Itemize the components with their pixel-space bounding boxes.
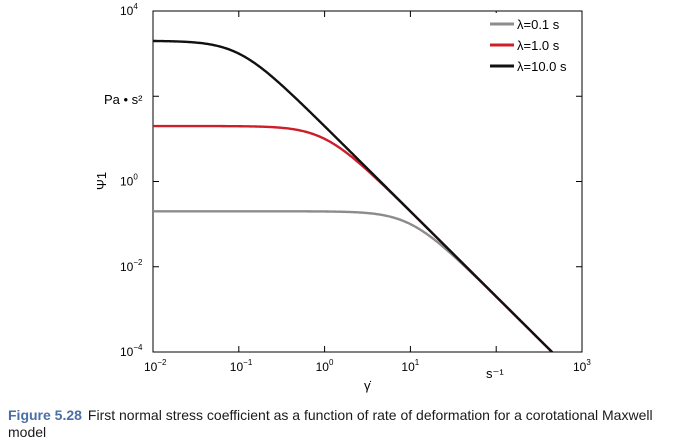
x-axis-unit: s⁻¹ [486, 366, 504, 381]
legend-label-0: λ=0.1 s [517, 17, 560, 32]
y-axis-unit: Pa • s² [104, 92, 143, 107]
series-line-0 [153, 210, 554, 352]
y-tick-label: 104 [120, 2, 138, 18]
x-axis-label: γ̇ [364, 378, 372, 393]
x-tick-label: 103 [573, 358, 591, 374]
y-tick-label: 100 [120, 173, 138, 189]
x-tick-label: 10−1 [230, 358, 253, 374]
series-line-2 [153, 39, 554, 352]
y-tick-label: 10−2 [120, 258, 143, 274]
figure-caption: Figure 5.28 First normal stress coefficie… [8, 407, 688, 441]
series-layer [153, 39, 554, 352]
series-line-1 [153, 124, 554, 352]
x-tick-label: 10−2 [144, 358, 167, 374]
legend-label-1: λ=1.0 s [517, 38, 560, 53]
figure-label: Figure 5.28 [8, 407, 82, 423]
figure-caption-text: First normal stress coefficient as a fun… [8, 407, 653, 440]
legend: λ=0.1 s λ=1.0 s λ=10.0 s [487, 13, 581, 74]
x-tick-label: 101 [401, 358, 419, 374]
legend-label-2: λ=10.0 s [517, 59, 567, 74]
y-axis-label: Ψ1 [94, 172, 109, 190]
y-tick-label: 10−4 [120, 343, 143, 359]
x-tick-label: 100 [316, 358, 334, 374]
